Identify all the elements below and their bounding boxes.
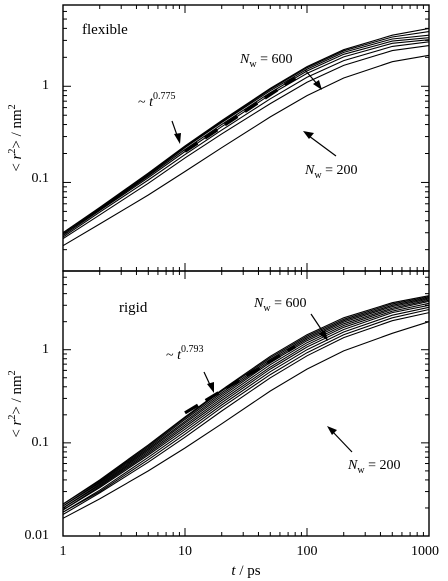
panel-flexible-series-line-5	[62, 41, 430, 238]
xtick-label-1: 1	[60, 544, 67, 559]
panel-rigid-nw600-label: Nw = 600	[253, 296, 306, 314]
panel-rigid-power-law-label: ~ t0.793	[166, 344, 203, 363]
panel-flexible-ytick-label-1: 1	[42, 78, 49, 93]
x-axis-title: t / ps	[231, 563, 260, 579]
panel-rigid-ytick-label-0.01: 0.01	[25, 528, 50, 543]
panel-rigid-ytick-label-1: 1	[42, 342, 49, 357]
panel-flexible-nw200-arrow	[308, 135, 337, 157]
panel-flexible-ytick-label-0.1: 0.1	[32, 171, 50, 186]
panel-flexible-label: flexible	[82, 22, 128, 38]
panel-flexible: flexible 1 0.1 < r2> / nm2 ~ t0.775 Nw =…	[7, 4, 430, 272]
panel-flexible-series-line-1	[62, 31, 430, 234]
panel-flexible-nw200-arrowhead	[303, 131, 314, 139]
panel-rigid-nw600-arrowhead	[319, 330, 328, 341]
panel-rigid-series-line-5	[62, 300, 430, 509]
panel-rigid-series-line-2	[62, 297, 430, 507]
panel-rigid-nw200-arrowhead	[327, 426, 337, 435]
panel-rigid-series-line-10	[62, 312, 430, 515]
panel-rigid-nw200-label: Nw = 200	[347, 458, 400, 476]
panel-rigid-y-axis-title: < r2> / nm2	[7, 370, 25, 437]
panel-rigid-nw200-arrow	[331, 430, 353, 453]
panel-rigid-power-law-arrowhead	[207, 382, 214, 393]
panel-flexible-frame	[62, 4, 430, 272]
panel-rigid-ytick-label-0.1: 0.1	[32, 435, 50, 450]
panel-flexible-series-line-6	[62, 45, 430, 240]
panel-rigid-frame	[62, 270, 430, 537]
panel-flexible-series-line-3	[62, 37, 430, 235]
panel-flexible-y-axis-title: < r2> / nm2	[7, 104, 25, 171]
panel-rigid: rigid 1 0.1 0.01 < r2> / nm2 ~ t0.793 Nw…	[7, 270, 439, 579]
panel-rigid-series-line-9	[62, 308, 430, 513]
panel-rigid-series-line-11	[62, 321, 430, 519]
panel-rigid-nw600-arrow	[310, 313, 326, 336]
panel-flexible-nw600-label: Nw = 600	[239, 52, 292, 70]
panel-flexible-power-law-arrowhead	[174, 133, 181, 144]
panel-flexible-series-line-4	[62, 39, 430, 237]
panel-flexible-series-line-7	[62, 54, 430, 247]
panel-rigid-series-line-3	[62, 298, 430, 507]
xtick-label-1000: 1000	[411, 544, 439, 559]
panel-flexible-power-law-label: ~ t0.775	[138, 91, 175, 110]
panel-flexible-ticks	[62, 4, 430, 271]
panel-flexible-series-line-0	[62, 27, 430, 234]
panel-rigid-power-law-guide	[184, 345, 297, 415]
panel-rigid-curves	[62, 295, 430, 519]
xtick-label-10: 10	[178, 544, 192, 559]
xtick-label-100: 100	[297, 544, 318, 559]
panel-flexible-series-line-2	[62, 34, 430, 235]
panel-rigid-series-line-7	[62, 304, 430, 511]
panel-flexible-nw200-label: Nw = 200	[304, 163, 357, 181]
panel-rigid-series-line-4	[62, 299, 430, 509]
panel-rigid-ticks	[62, 270, 430, 537]
panel-rigid-series-line-8	[62, 306, 430, 513]
panel-rigid-series-line-6	[62, 302, 430, 511]
panel-rigid-label: rigid	[119, 300, 148, 316]
panel-rigid-series-line-0	[62, 295, 430, 505]
panel-flexible-nw600-arrowhead	[313, 80, 322, 90]
panel-flexible-power-law-guide	[184, 76, 297, 153]
